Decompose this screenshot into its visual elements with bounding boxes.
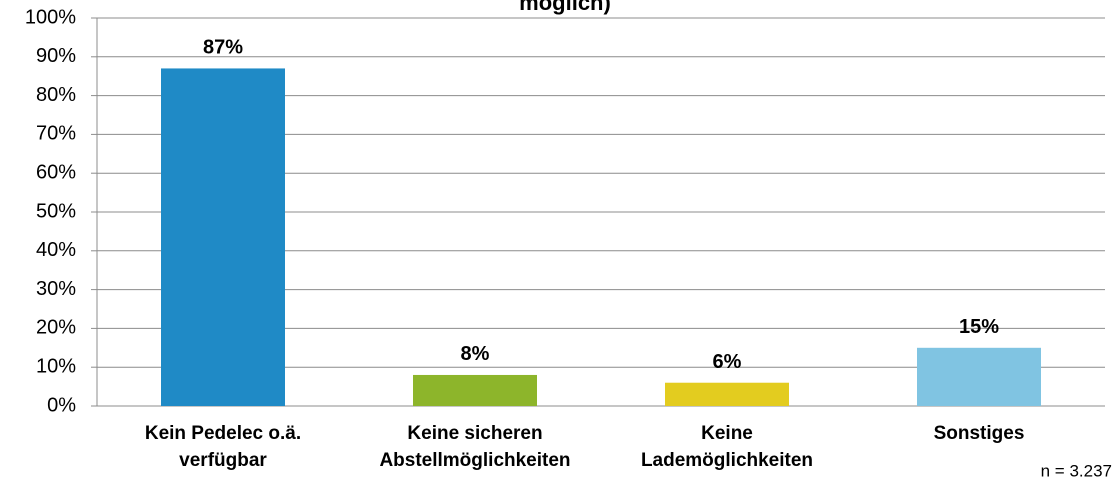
x-tick-label: Keine sicheren bbox=[407, 423, 542, 444]
annotation: n = 3.237 bbox=[1041, 461, 1112, 480]
y-tick-label: 90% bbox=[36, 45, 76, 67]
y-tick-label: 20% bbox=[36, 317, 76, 339]
y-tick-label: 80% bbox=[36, 84, 76, 106]
data-label: 8% bbox=[461, 343, 490, 365]
y-tick-label: 100% bbox=[25, 6, 76, 28]
y-tick-label: 60% bbox=[36, 161, 76, 183]
data-label: 15% bbox=[959, 316, 999, 338]
x-tick-label: Keine bbox=[701, 423, 753, 444]
y-tick-label: 50% bbox=[36, 200, 76, 222]
x-tick-label: Sonstiges bbox=[934, 423, 1025, 444]
chart-title: möglich) bbox=[519, 0, 611, 15]
y-tick-label: 30% bbox=[36, 278, 76, 300]
data-label: 6% bbox=[713, 351, 742, 373]
x-tick-label: verfügbar bbox=[179, 450, 267, 471]
bar bbox=[917, 347, 1041, 406]
data-label: 87% bbox=[203, 37, 243, 59]
x-tick-label: Lademöglichkeiten bbox=[641, 450, 813, 471]
x-tick-label: Kein Pedelec o.ä. bbox=[145, 423, 301, 444]
bar bbox=[161, 68, 285, 406]
y-tick-label: 10% bbox=[36, 355, 76, 377]
bar bbox=[413, 374, 537, 406]
y-tick-label: 70% bbox=[36, 123, 76, 145]
x-tick-label: Abstellmöglichkeiten bbox=[379, 450, 570, 471]
bar bbox=[665, 382, 789, 406]
y-tick-label: 40% bbox=[36, 239, 76, 261]
y-tick-label: 0% bbox=[47, 394, 76, 416]
